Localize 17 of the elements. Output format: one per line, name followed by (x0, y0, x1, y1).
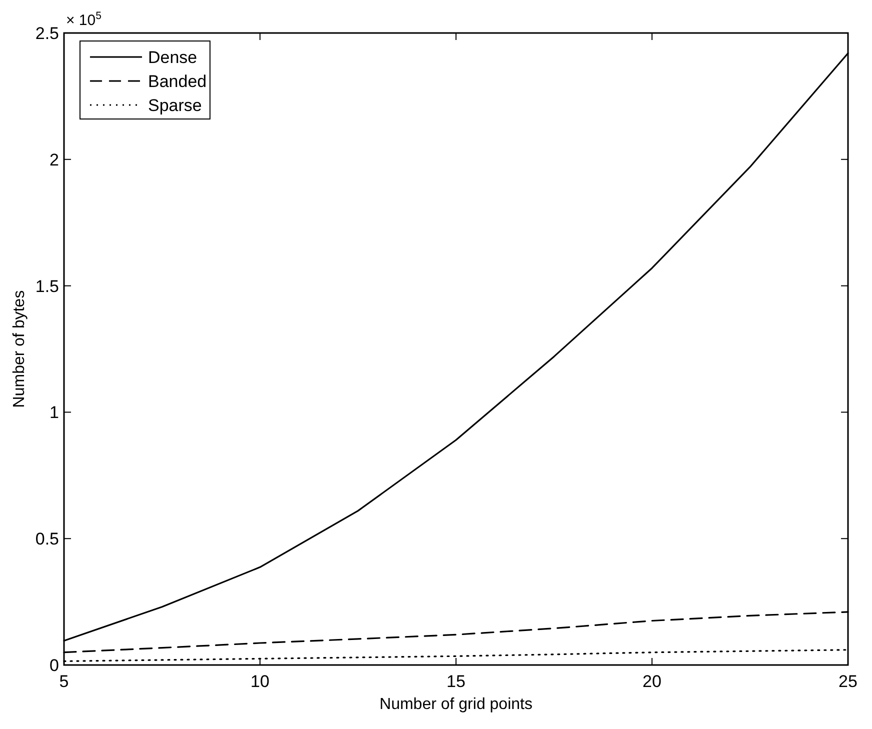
x-tick-label: 25 (838, 672, 858, 691)
y-tick-label: 2.5 (35, 24, 59, 43)
x-tick-label: 10 (250, 672, 270, 691)
legend-label: Sparse (148, 96, 202, 115)
y-tick-label: 1.5 (35, 276, 59, 296)
y-tick-label: 2 (50, 150, 59, 170)
y-tick-label: 0.5 (35, 530, 59, 549)
x-tick-label: 20 (642, 672, 662, 691)
y-tick-label: 1 (50, 403, 59, 422)
legend-label: Dense (148, 48, 198, 67)
y-axis-title: Number of bytes (11, 290, 28, 408)
legend-label: Banded (148, 72, 207, 91)
x-axis-title: Number of grid points (380, 696, 532, 713)
text: × 10$^{5}$ (66, 10, 102, 29)
x-tick-label: 15 (446, 672, 466, 691)
x-tick-label: 5 (59, 672, 69, 691)
y-tick-label: 0 (50, 656, 59, 675)
